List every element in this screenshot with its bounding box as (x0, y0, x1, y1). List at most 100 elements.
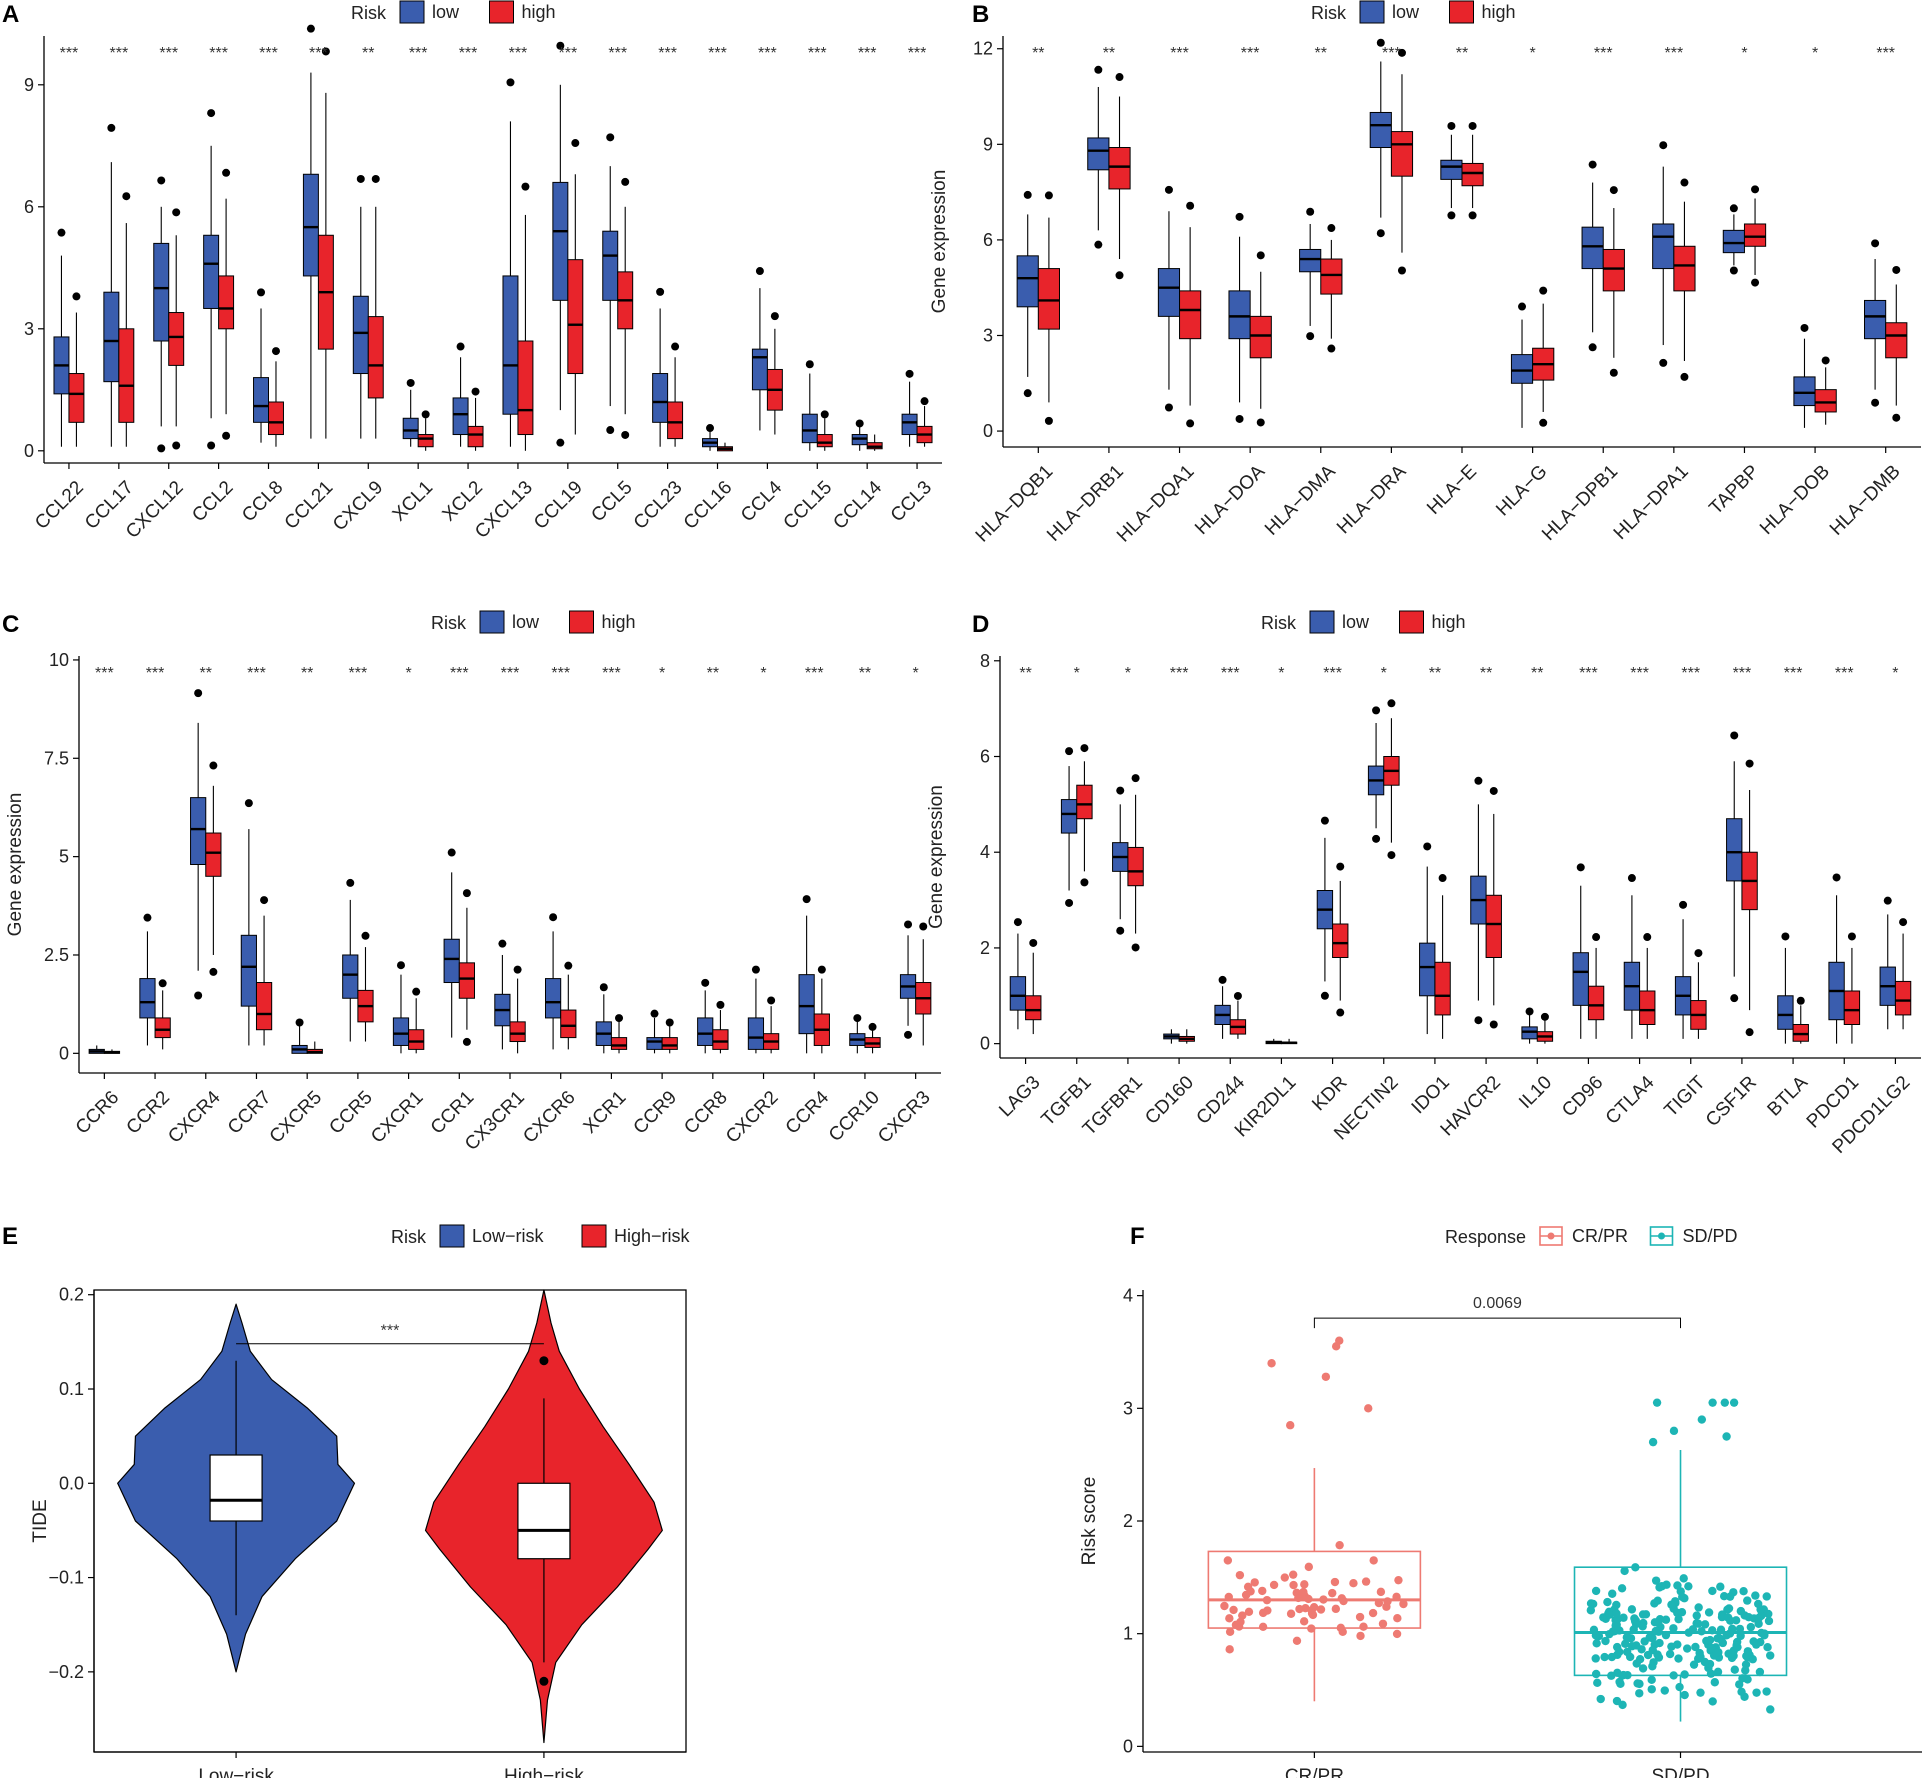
significance-label: *** (858, 45, 877, 62)
legend-key (479, 610, 505, 634)
category-group: ** LAG3 (995, 665, 1044, 1121)
legend-title: Risk (1311, 3, 1347, 23)
box-high (1587, 933, 1605, 1039)
outlier-point (1065, 898, 1074, 907)
box-iqr (452, 397, 469, 436)
data-point (1382, 1602, 1391, 1611)
outlier-point (222, 431, 231, 440)
significance-label: ** (1315, 45, 1327, 62)
data-point (1751, 1591, 1760, 1600)
significance-label: ** (301, 665, 313, 682)
legend-item: high (1399, 610, 1466, 634)
panel-f: F 0 1 2 3 4 Risk score Response CR/PR SD/PD CR/PR S… (1079, 1223, 1922, 1778)
category-group: ***CXCL12 (122, 45, 188, 543)
box-low (443, 848, 460, 1038)
outlier-point (1387, 851, 1396, 860)
box-high (610, 1014, 628, 1054)
outlier-point (1883, 896, 1892, 905)
data-point (1708, 1398, 1717, 1407)
data-point (1708, 1586, 1717, 1596)
outlier-point (1468, 211, 1477, 220)
x-tick-label: HLA−DMB (1826, 461, 1905, 540)
box-low (494, 939, 511, 1050)
y-tick-label: 9 (983, 134, 993, 154)
data-point (1605, 1629, 1614, 1639)
outlier-point (1065, 747, 1074, 756)
x-tick-label: CCL16 (680, 477, 737, 534)
box-low (899, 920, 917, 1039)
significance-label: ** (707, 665, 719, 682)
box-high (915, 922, 932, 1046)
box-iqr (302, 173, 319, 277)
box-iqr (253, 377, 270, 423)
data-point (1632, 1641, 1641, 1650)
data-point (1612, 1609, 1621, 1618)
data-point (1755, 1667, 1765, 1677)
x-tick-label: CCR9 (630, 1087, 681, 1138)
box-iqr (661, 1037, 678, 1050)
x-tick-label: XCL1 (389, 477, 437, 525)
box-iqr (1843, 990, 1861, 1025)
box-iqr (1434, 961, 1451, 1016)
outlier-point (1627, 874, 1636, 883)
box-high (617, 177, 634, 439)
significance-label: ** (1480, 665, 1492, 682)
violin-low-risk: Low−risk (117, 1303, 356, 1778)
box-low (1228, 212, 1251, 423)
box-iqr (1016, 255, 1039, 308)
data-point (1648, 1645, 1657, 1655)
box-iqr (1894, 980, 1912, 1016)
outlier-point (1044, 416, 1053, 425)
category-group: ***CCR5 (325, 665, 376, 1139)
category-group: **CCR8 (680, 665, 731, 1139)
box-iqr (68, 373, 85, 423)
outlier-point (521, 182, 530, 191)
box-iqr (1885, 322, 1908, 359)
category-group: ** IDO1 (1408, 665, 1454, 1118)
x-tick-label: HLA−DMA (1261, 461, 1340, 540)
data-point (1661, 1615, 1671, 1624)
box-high (367, 174, 384, 439)
category-group: *** CTLA4 (1602, 665, 1659, 1129)
data-point (1618, 1700, 1627, 1710)
data-point (1591, 1586, 1601, 1596)
y-tick-label: 0.1 (59, 1379, 84, 1399)
box-low (552, 41, 569, 447)
outlier-point (306, 24, 315, 33)
box-iqr (255, 982, 273, 1031)
data-point (1225, 1645, 1234, 1654)
box-low (1265, 1038, 1282, 1045)
data-point (1648, 1437, 1658, 1447)
outlier-point (650, 1009, 659, 1018)
box-low (1367, 706, 1385, 843)
data-point (1304, 1562, 1314, 1572)
outlier-point (599, 983, 608, 992)
box-low (602, 133, 619, 435)
x-tick-label: CCL23 (630, 477, 687, 534)
data-point (1591, 1631, 1601, 1640)
outlier-point (1609, 368, 1618, 377)
data-point (1726, 1616, 1735, 1625)
x-tick-label: CXCR4 (164, 1087, 225, 1148)
significance-label: *** (1681, 665, 1700, 682)
outlier-point (421, 410, 430, 419)
data-point (1741, 1666, 1750, 1675)
data-point (1679, 1574, 1688, 1583)
significance-label: ** (1032, 45, 1044, 62)
data-point (1694, 1603, 1703, 1612)
box-iqr (190, 797, 207, 865)
data-point (1641, 1610, 1651, 1619)
y-tick-label: 0 (983, 421, 993, 441)
data-point (1369, 1556, 1378, 1565)
category-group: *** CCL14 (829, 45, 886, 534)
data-point (1694, 1619, 1703, 1628)
box-high (1485, 786, 1502, 1029)
category-group: ** HLA−DMA (1261, 45, 1343, 540)
panel-label: D (972, 611, 989, 638)
category-group: *** CCL22 (31, 45, 88, 534)
significance-label: *** (349, 665, 368, 682)
data-point (1655, 1638, 1664, 1648)
outlier-point (621, 177, 630, 186)
